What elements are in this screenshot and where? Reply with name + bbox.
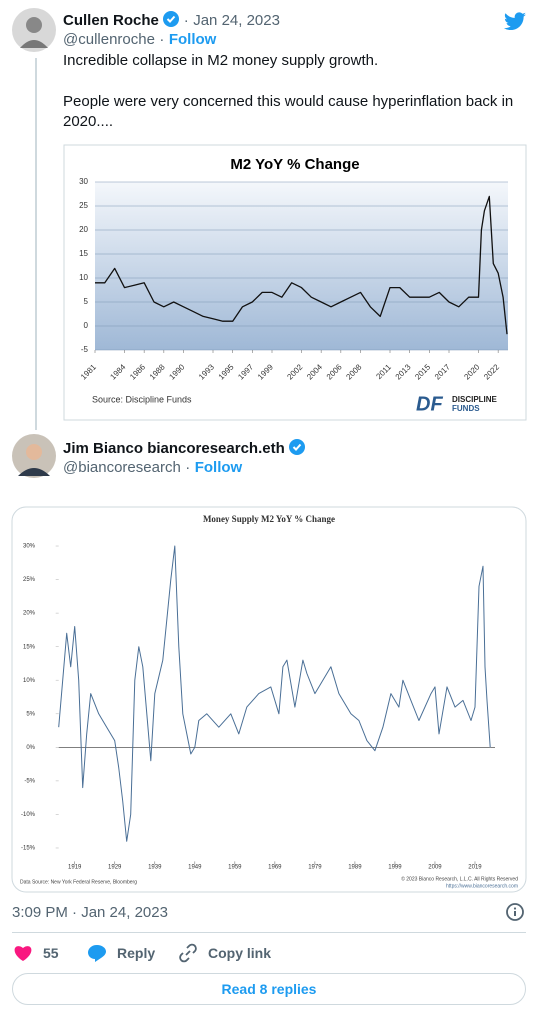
y-tick-label: -5% <box>24 778 35 784</box>
info-icon[interactable] <box>505 902 525 922</box>
y-tick-label: 30 <box>79 177 88 186</box>
like-count: 55 <box>43 945 59 961</box>
x-tick-label: 1979 <box>308 865 322 871</box>
tweet-text: People were very concerned this would ca… <box>63 93 514 130</box>
x-tick-label: 2019 <box>468 865 482 871</box>
tweet-header: Cullen Roche · Jan 24, 2023 <box>63 11 280 30</box>
plot-area <box>95 182 508 350</box>
twitter-logo[interactable] <box>503 12 527 32</box>
x-tick-label: 1919 <box>68 865 82 871</box>
source: Data Source: New York Federal Reserve, B… <box>20 879 137 885</box>
chart-title: M2 YoY % Change <box>230 156 359 173</box>
y-tick-label: -5 <box>81 345 89 354</box>
x-tick-label: 1999 <box>388 865 402 871</box>
verified-badge <box>289 439 306 455</box>
data-line <box>95 195 508 335</box>
tweet-text: Incredible collapse in M2 money supply g… <box>63 52 379 69</box>
like-icon[interactable] <box>13 944 33 962</box>
url: https://www.biancoresearch.com <box>446 883 518 889</box>
timestamp[interactable]: 3:09 PM · Jan 24, 2023 <box>12 904 168 921</box>
separator: · <box>159 31 165 48</box>
data-line <box>58 545 491 842</box>
handle-row: @cullenroche · Follow <box>63 31 216 49</box>
y-tick-label: 10 <box>79 273 88 282</box>
chart-title: Money Supply M2 YoY % Change <box>203 514 335 524</box>
y-tick-label: 0% <box>26 745 35 751</box>
author[interactable]: Cullen Roche <box>63 12 159 29</box>
date[interactable]: Jan 24, 2023 <box>193 12 280 29</box>
copy-link[interactable]: Copy link <box>208 945 272 961</box>
x-tick-label: 1989 <box>348 865 362 871</box>
y-tick-label: 25% <box>23 577 36 583</box>
x-tick-label: 1969 <box>268 865 282 871</box>
link-icon[interactable] <box>178 943 198 963</box>
y-tick-label: 0 <box>84 321 89 330</box>
y-tick-label: -10% <box>21 812 36 818</box>
y-tick-label: 10% <box>23 678 36 684</box>
y-tick-label: -15% <box>21 846 36 852</box>
y-tick-label: 25 <box>79 201 88 210</box>
thread-line <box>35 58 37 430</box>
read-replies-button[interactable]: Read 8 replies <box>12 973 526 1005</box>
x-tick-label: 1949 <box>188 865 202 871</box>
x-tick-label: 1929 <box>108 865 122 871</box>
handle[interactable]: @biancoresearch <box>63 459 181 476</box>
follow-link[interactable]: Follow <box>168 31 217 48</box>
copyright: © 2023 Bianco Research, L.L.C. All Right… <box>401 875 518 882</box>
x-tick-label: 1959 <box>228 865 242 871</box>
y-tick-label: 15% <box>23 644 36 650</box>
logo-mark: DF <box>416 393 443 415</box>
y-tick-label: 5 <box>84 297 89 306</box>
verified-badge <box>163 11 180 27</box>
logo-text: FUNDS <box>452 404 480 413</box>
handle-row: @biancoresearch · Follow <box>63 459 242 477</box>
handle[interactable]: @cullenroche <box>63 31 155 48</box>
y-tick-label: 20 <box>79 225 88 234</box>
reply-icon[interactable] <box>87 943 107 963</box>
author[interactable]: Jim Bianco biancoresearch.eth <box>63 440 285 457</box>
avatar[interactable] <box>12 8 56 52</box>
chart-frame <box>11 506 527 893</box>
y-tick-label: 30% <box>23 544 36 550</box>
y-tick-label: 20% <box>23 611 36 617</box>
separator: · <box>183 12 189 29</box>
read-replies[interactable]: Read 8 replies <box>221 981 317 997</box>
x-tick-label: 1939 <box>148 865 162 871</box>
reply-button[interactable]: Reply <box>117 945 156 961</box>
follow-link[interactable]: Follow <box>194 459 243 476</box>
y-tick-label: 5% <box>26 711 35 717</box>
avatar[interactable] <box>12 434 56 478</box>
tweet-header: Jim Bianco biancoresearch.eth <box>63 439 306 458</box>
divider <box>12 932 526 933</box>
separator: · <box>185 459 191 476</box>
x-tick-label: 2009 <box>428 865 442 871</box>
logo-text: DISCIPLINE <box>452 395 498 404</box>
source: Source: Discipline Funds <box>92 394 192 404</box>
y-tick-label: 15 <box>79 249 88 258</box>
